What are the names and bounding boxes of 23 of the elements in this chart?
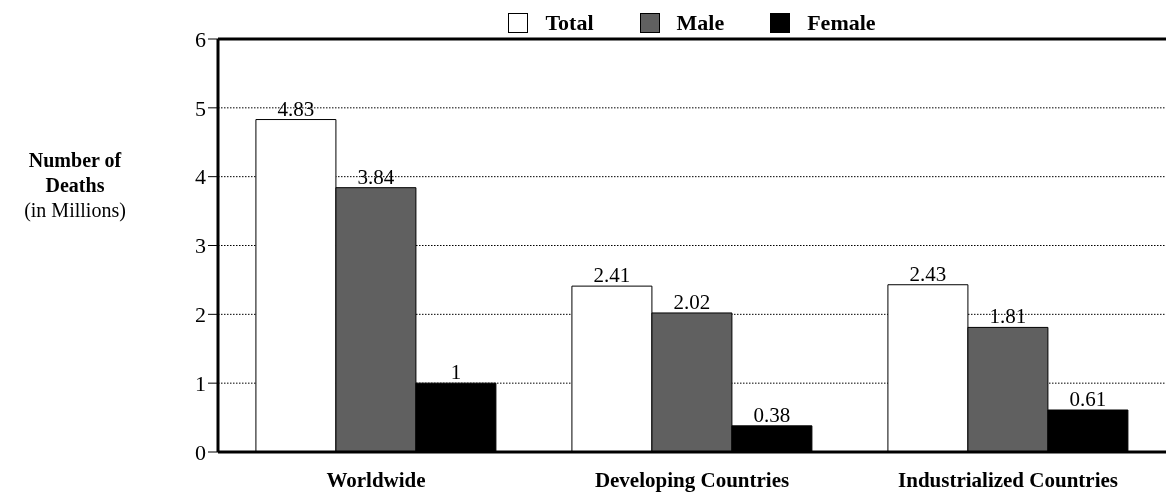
legend-label: Total (545, 10, 594, 36)
y-axis-title: Number of Deaths (in Millions) (23, 148, 127, 223)
y-tick-label: 3 (195, 233, 206, 259)
data-label: 0.38 (753, 402, 791, 427)
data-label: 4.83 (277, 96, 315, 121)
data-label: 3.84 (357, 164, 395, 189)
x-tick-label: Industrialized Countries (898, 467, 1118, 492)
data-label: 1 (450, 360, 462, 385)
data-label: 0.61 (1069, 387, 1107, 412)
y-tick-label: 5 (195, 95, 206, 121)
y-tick-label: 6 (195, 26, 206, 52)
y-tick-label: 2 (195, 302, 206, 328)
legend-label: Female (807, 10, 876, 36)
data-label: 2.41 (593, 263, 631, 288)
x-tick-label: Developing Countries (594, 467, 790, 492)
x-tick-label: Worldwide (326, 467, 426, 492)
y-tick-label: 1 (195, 370, 206, 396)
data-label: 2.43 (909, 261, 947, 286)
legend-label: Male (676, 10, 725, 36)
data-label: 1.81 (989, 304, 1027, 329)
y-tick-label: 0 (195, 439, 206, 465)
y-tick-label: 4 (195, 164, 206, 190)
data-label: 2.02 (673, 289, 711, 314)
